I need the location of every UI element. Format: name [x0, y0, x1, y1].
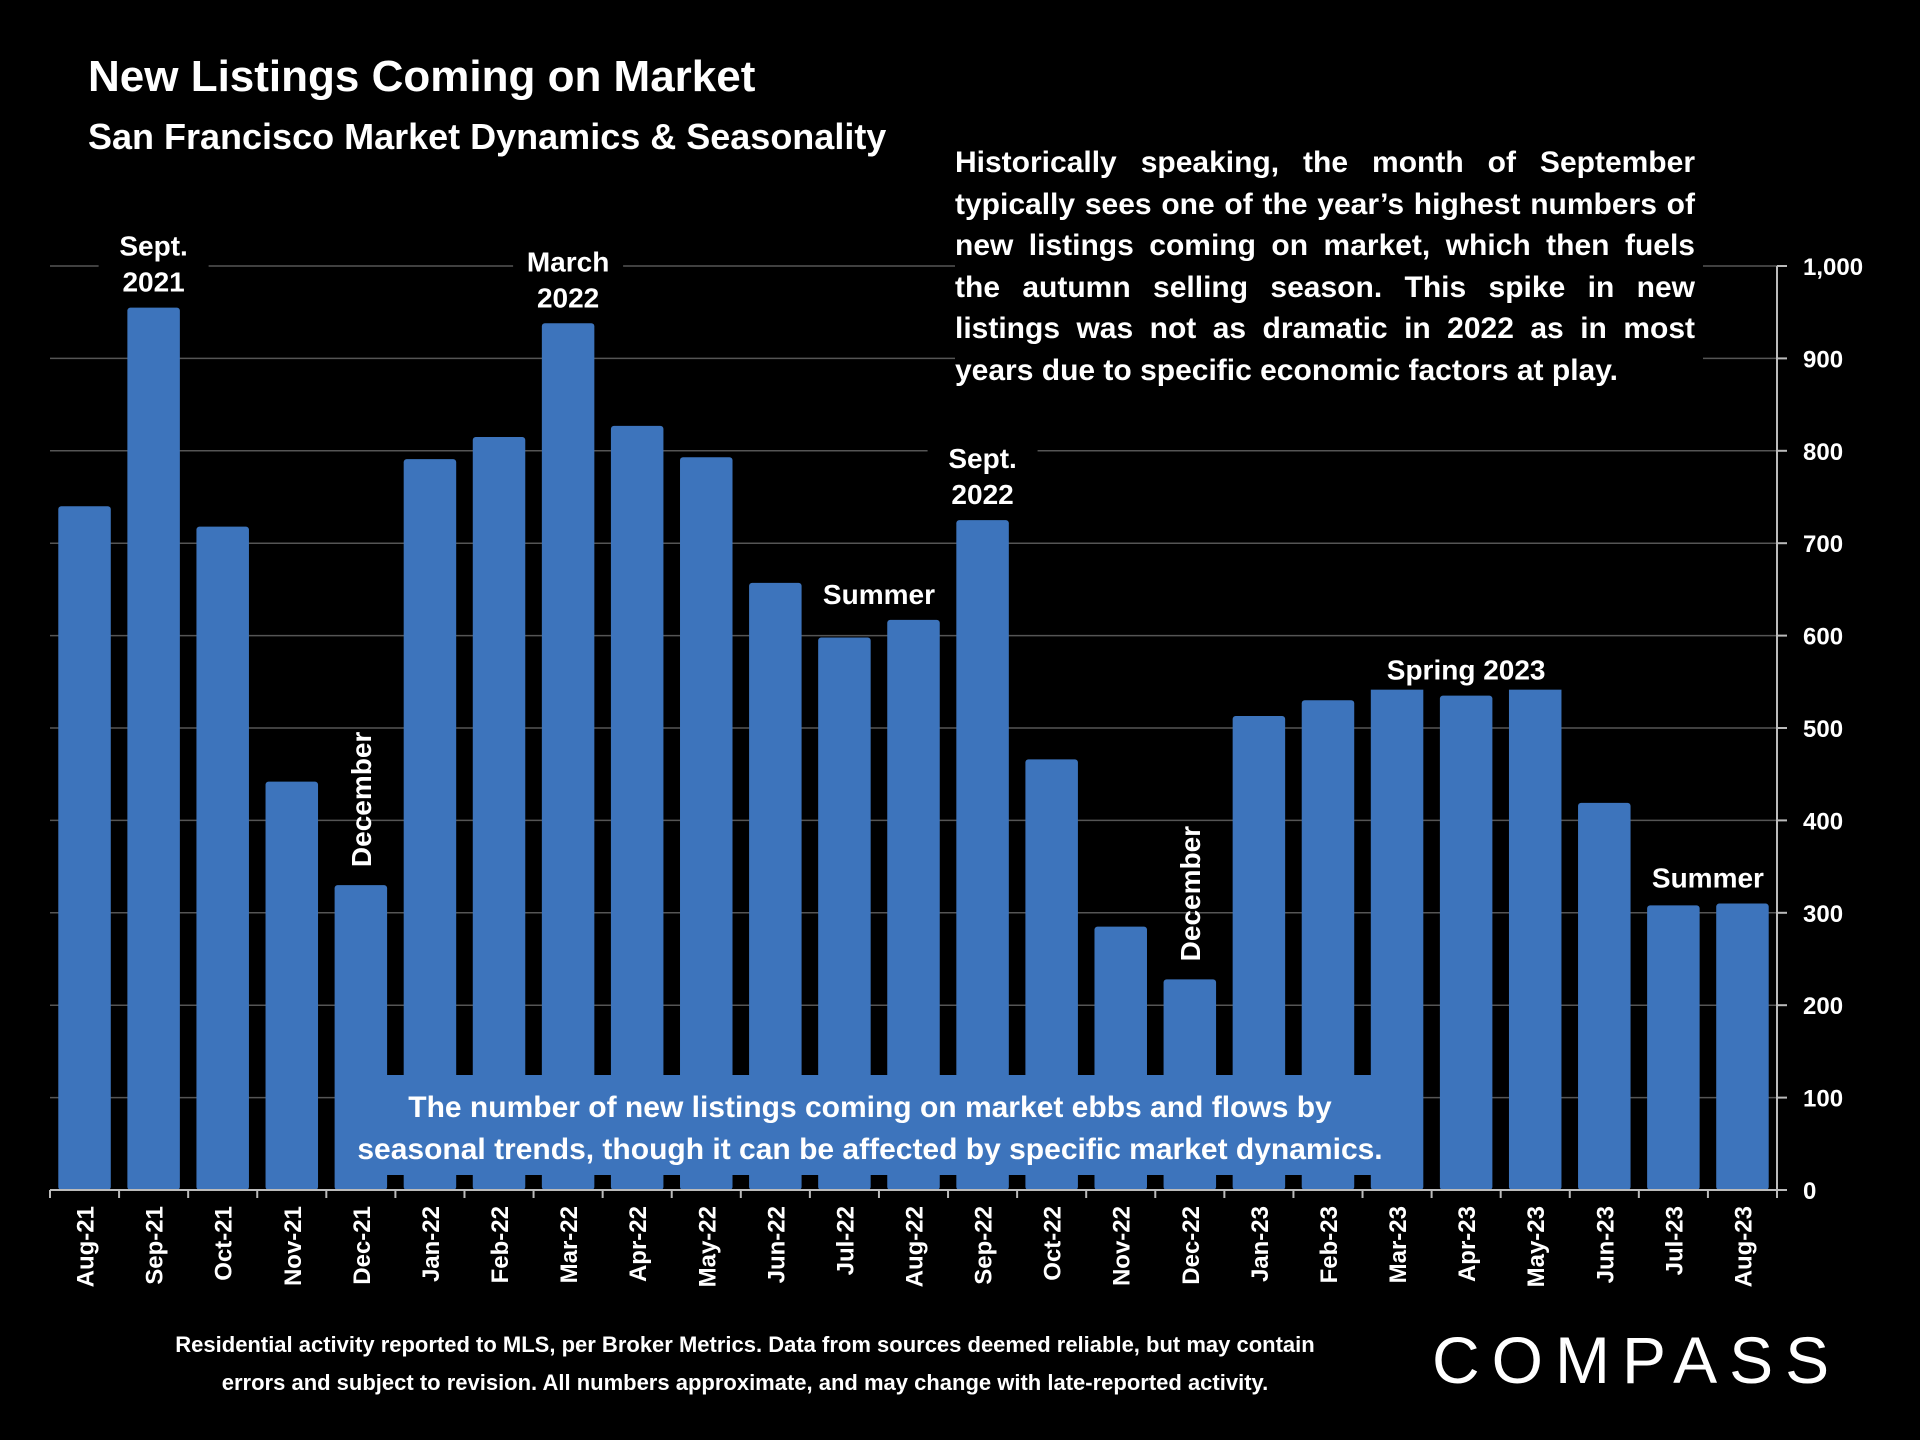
bar — [541, 323, 595, 1191]
bar — [887, 619, 940, 1190]
chart-subtitle: San Francisco Market Dynamics & Seasonal… — [88, 116, 887, 157]
y-tick-label: 400 — [1803, 808, 1843, 835]
y-tick-label: 300 — [1803, 901, 1843, 928]
footnote-line-1: Residential activity reported to MLS, pe… — [175, 1332, 1315, 1357]
x-tick-label: Jun-22 — [763, 1206, 790, 1283]
y-tick-label: 600 — [1803, 624, 1843, 651]
bar — [610, 425, 664, 1190]
x-tick-label: Jan-23 — [1247, 1206, 1274, 1282]
bar — [956, 520, 1009, 1190]
x-tick-label: Mar-23 — [1385, 1206, 1412, 1283]
x-tick-label: Feb-23 — [1316, 1206, 1343, 1283]
annotation-label: Sept. — [948, 443, 1016, 474]
annotation-label: Summer — [1652, 863, 1764, 894]
x-tick-label: Nov-22 — [1109, 1206, 1136, 1286]
x-tick-label: May-23 — [1523, 1206, 1550, 1287]
callout-box: The number of new listings coming on mar… — [355, 1075, 1385, 1175]
x-tick-label: Aug-22 — [902, 1206, 929, 1287]
annotation-label: 2022 — [537, 282, 599, 313]
bar — [1370, 670, 1424, 1190]
annotation-backing — [1644, 855, 1771, 898]
bar — [1647, 905, 1700, 1190]
x-tick-label: Jun-23 — [1592, 1206, 1619, 1283]
bar — [196, 526, 249, 1190]
bar — [749, 582, 802, 1190]
annotation-backing — [927, 436, 1038, 515]
annotation-label: 2021 — [122, 267, 184, 298]
y-tick-label: 100 — [1803, 1086, 1843, 1113]
x-tick-label: May-22 — [694, 1206, 721, 1287]
bar — [58, 506, 111, 1190]
y-tick-label: 900 — [1803, 346, 1843, 373]
bar — [1232, 715, 1286, 1190]
bar — [403, 459, 457, 1191]
annotation-label: Spring 2023 — [1387, 655, 1546, 686]
x-tick-label: Aug-23 — [1730, 1206, 1757, 1287]
x-tick-label: Oct-21 — [211, 1206, 238, 1281]
bar — [1508, 667, 1562, 1190]
x-tick-label: Feb-22 — [487, 1206, 514, 1283]
annotation-backing — [1363, 647, 1570, 690]
annotation-label: December — [346, 732, 377, 868]
annotation-backing — [513, 239, 624, 318]
y-tick-label: 700 — [1803, 531, 1843, 558]
annotation-label: December — [1175, 826, 1206, 962]
x-tick-label: Oct-22 — [1040, 1206, 1067, 1281]
compass-logo: COMPASS — [1432, 1323, 1842, 1397]
annotation-backing — [815, 571, 942, 614]
x-tick-label: Sep-22 — [971, 1206, 998, 1285]
y-tick-label: 200 — [1803, 993, 1843, 1020]
x-tick-label: Apr-22 — [625, 1206, 652, 1282]
bar — [818, 637, 871, 1190]
bar — [1716, 903, 1769, 1190]
x-tick-label: Mar-22 — [556, 1206, 583, 1283]
x-tick-label: Jul-22 — [832, 1206, 859, 1275]
x-tick-label: Aug-21 — [73, 1206, 100, 1287]
x-tick-label: Dec-21 — [349, 1206, 376, 1285]
y-tick-label: 500 — [1803, 716, 1843, 743]
x-tick-label: Sep-21 — [142, 1206, 169, 1285]
x-tick-label: Jul-23 — [1661, 1206, 1688, 1275]
annotation-label: Sept. — [119, 231, 187, 262]
annotation-note: Historically speaking, the month of Sept… — [955, 142, 1703, 395]
chart-title: New Listings Coming on Market — [88, 52, 756, 101]
bar — [1301, 700, 1355, 1190]
annotation-label: Summer — [823, 579, 935, 610]
footnote: Residential activity reported to MLS, pe… — [120, 1326, 1370, 1402]
y-tick-label: 1,000 — [1803, 254, 1863, 281]
x-tick-label: Jan-22 — [418, 1206, 445, 1282]
bar — [265, 781, 319, 1190]
y-tick-label: 800 — [1803, 439, 1843, 466]
x-tick-label: Apr-23 — [1454, 1206, 1481, 1282]
bar — [472, 436, 526, 1190]
callout-line-2: seasonal trends, though it can be affect… — [357, 1133, 1383, 1166]
x-tick-label: Dec-22 — [1178, 1206, 1205, 1285]
bar — [1439, 695, 1493, 1190]
callout-line-1: The number of new listings coming on mar… — [408, 1091, 1332, 1124]
bar — [127, 307, 180, 1191]
x-tick-label: Nov-21 — [280, 1206, 307, 1286]
annotation-label: March — [527, 246, 609, 277]
annotation-backing — [98, 223, 209, 302]
annotation-label: 2022 — [951, 479, 1013, 510]
footnote-line-2: errors and subject to revision. All numb… — [221, 1370, 1269, 1395]
bar — [680, 457, 733, 1190]
bar — [1578, 802, 1631, 1190]
y-tick-label: 0 — [1803, 1178, 1816, 1205]
